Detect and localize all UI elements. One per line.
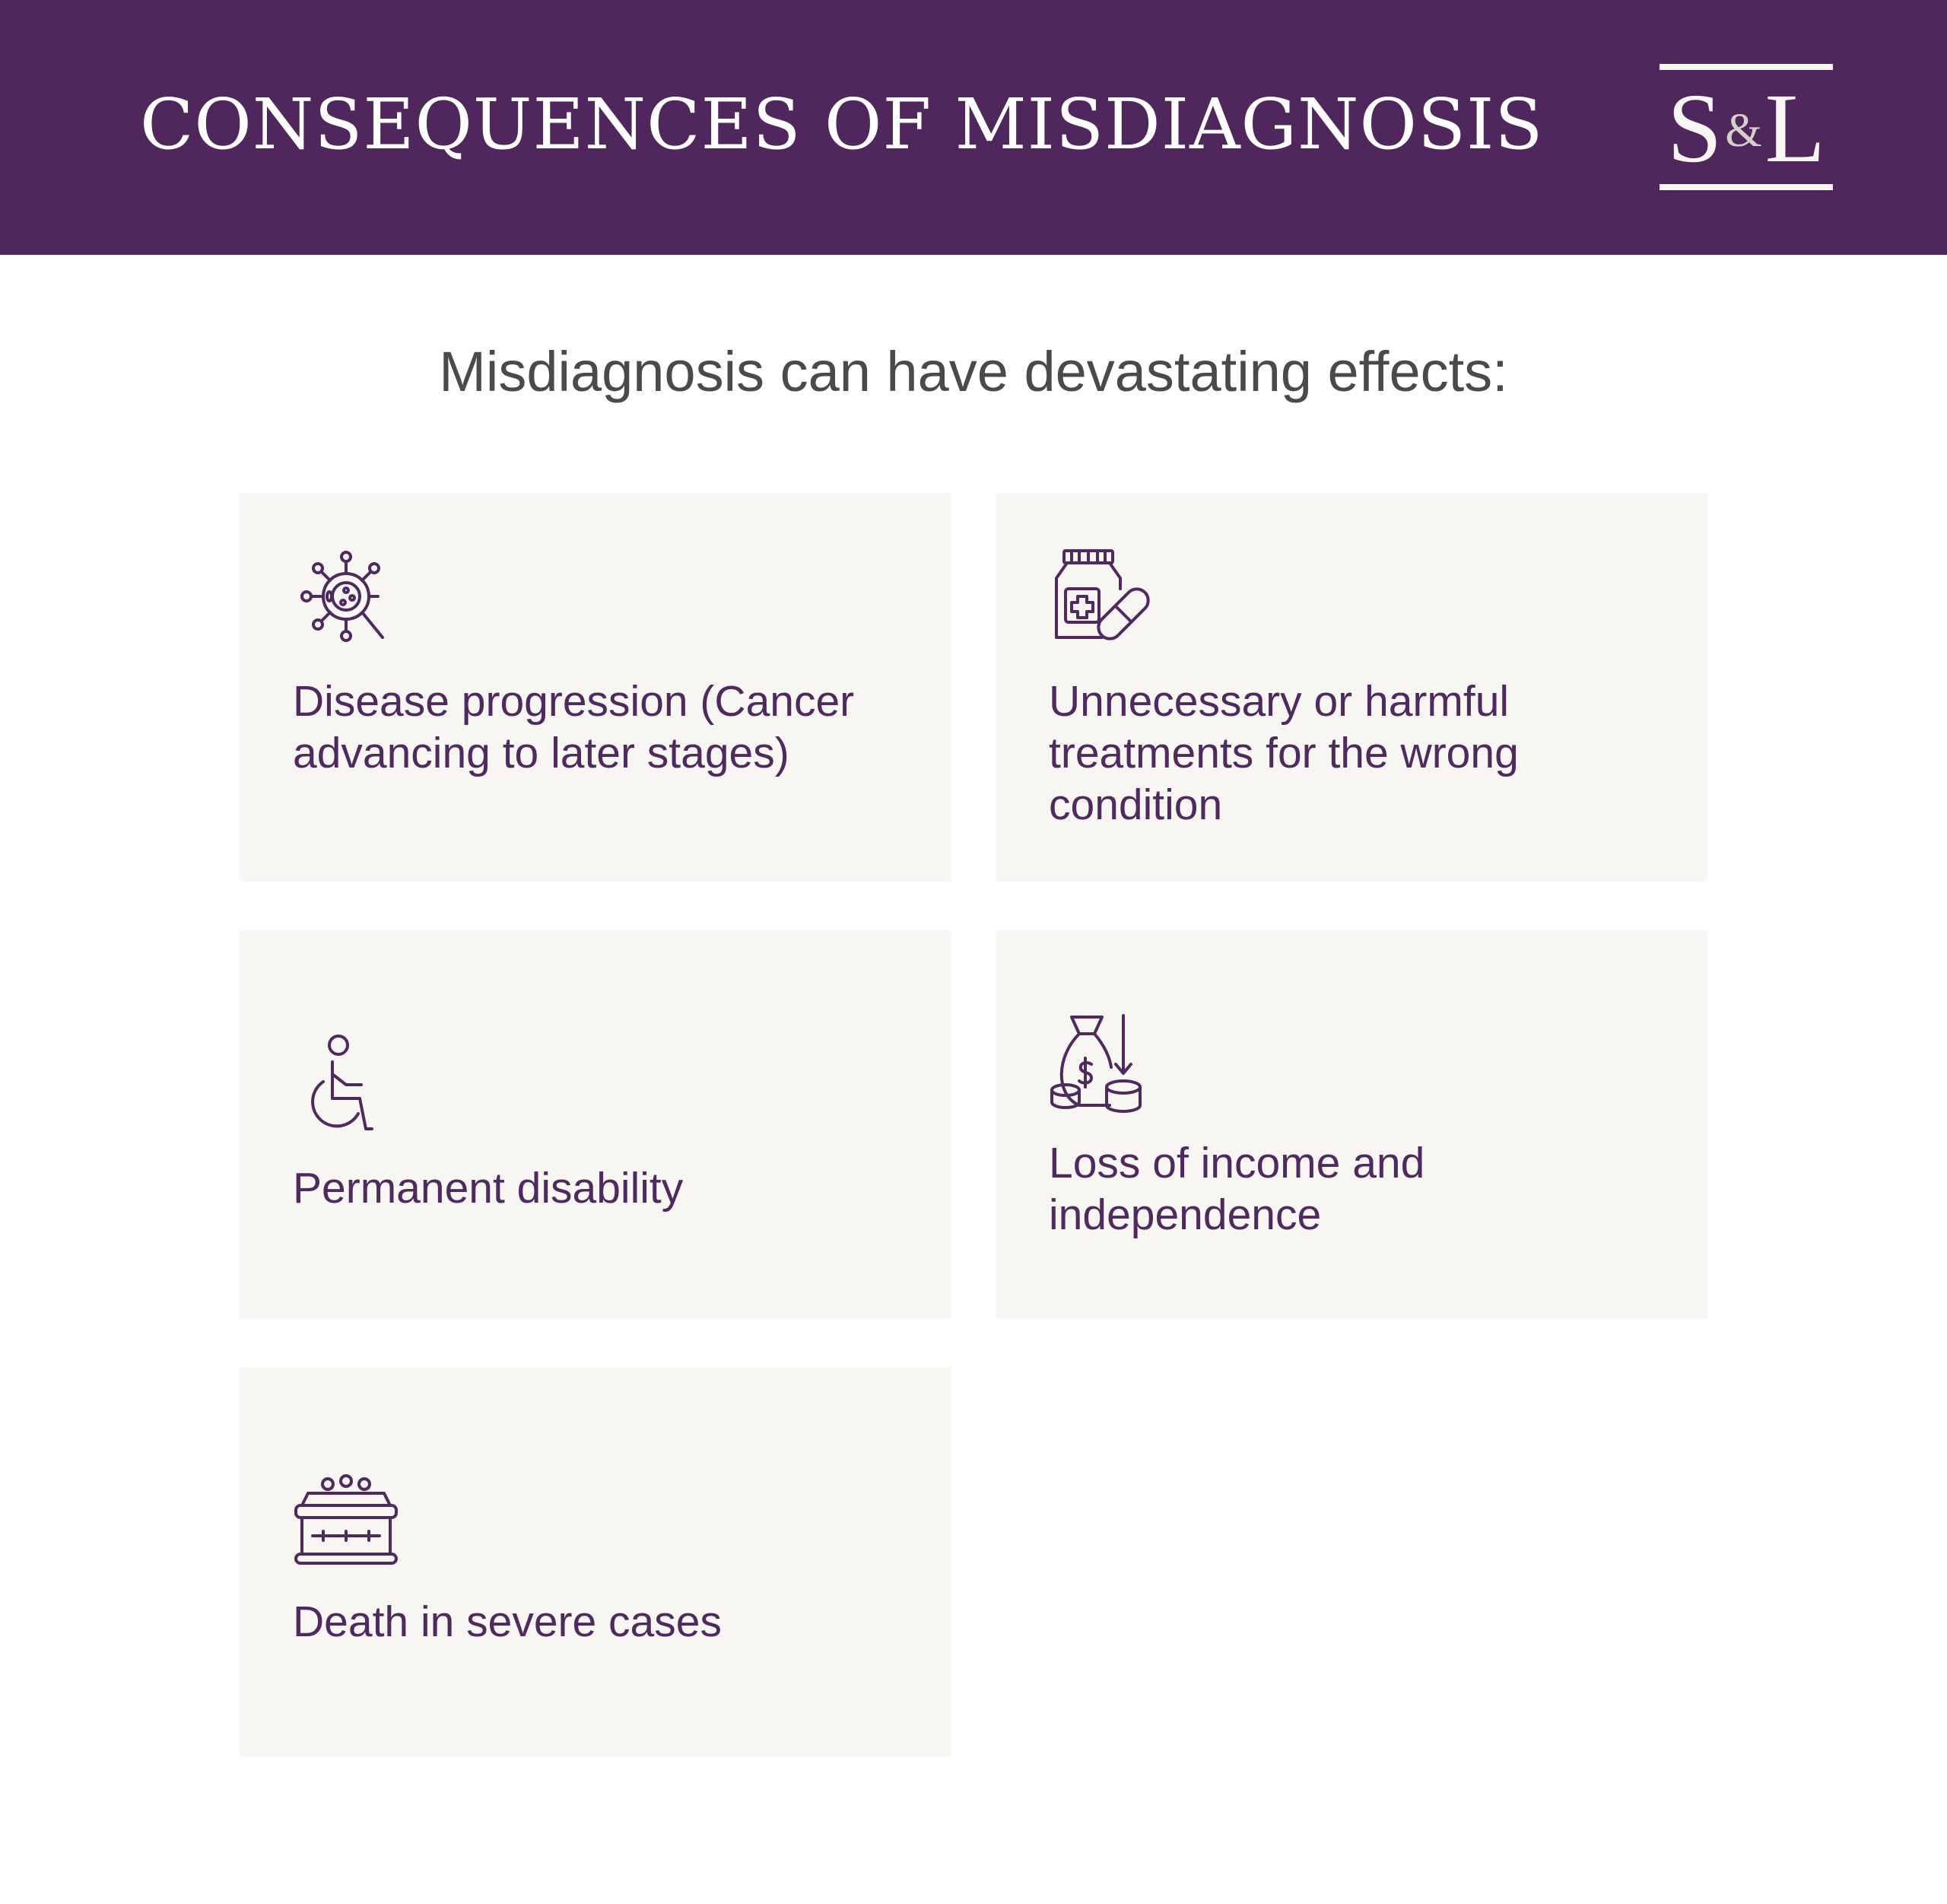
virus-magnifier-icon [293,543,399,650]
card-permanent-disability: Permanent disability [240,930,951,1319]
coffin-flowers-icon [293,1472,399,1578]
card-death: Death in severe cases [240,1368,951,1756]
page-title: CONSEQUENCES OF MISDIAGNOSIS [140,84,1544,165]
logo-bottom-rule [1660,184,1833,190]
card-label: Loss of income and independence [1049,1139,1425,1239]
card-label: Unnecessary or harmful treatments for th… [1049,677,1519,829]
sl-logo: S&L [1660,64,1833,190]
wheelchair-icon [293,1035,399,1141]
card-label: Death in severe cases [293,1597,722,1646]
card-loss-of-income: Loss of income and independence [996,930,1707,1319]
logo-top-rule [1660,64,1833,70]
subtitle: Misdiagnosis can have devastating effect… [439,340,1508,403]
logo-text: S&L [1667,74,1825,183]
header-banner: CONSEQUENCES OF MISDIAGNOSIS S&L [0,0,1947,255]
card-unnecessary-treatments: Unnecessary or harmful treatments for th… [996,493,1707,882]
card-disease-progression: Disease progression (Cancer advancing to… [240,493,951,882]
card-label: Permanent disability [293,1164,684,1213]
medicine-bottle-pill-icon [1049,543,1155,650]
money-bag-loss-icon [1049,1011,1155,1117]
card-label: Disease progression (Cancer advancing to… [293,677,855,777]
